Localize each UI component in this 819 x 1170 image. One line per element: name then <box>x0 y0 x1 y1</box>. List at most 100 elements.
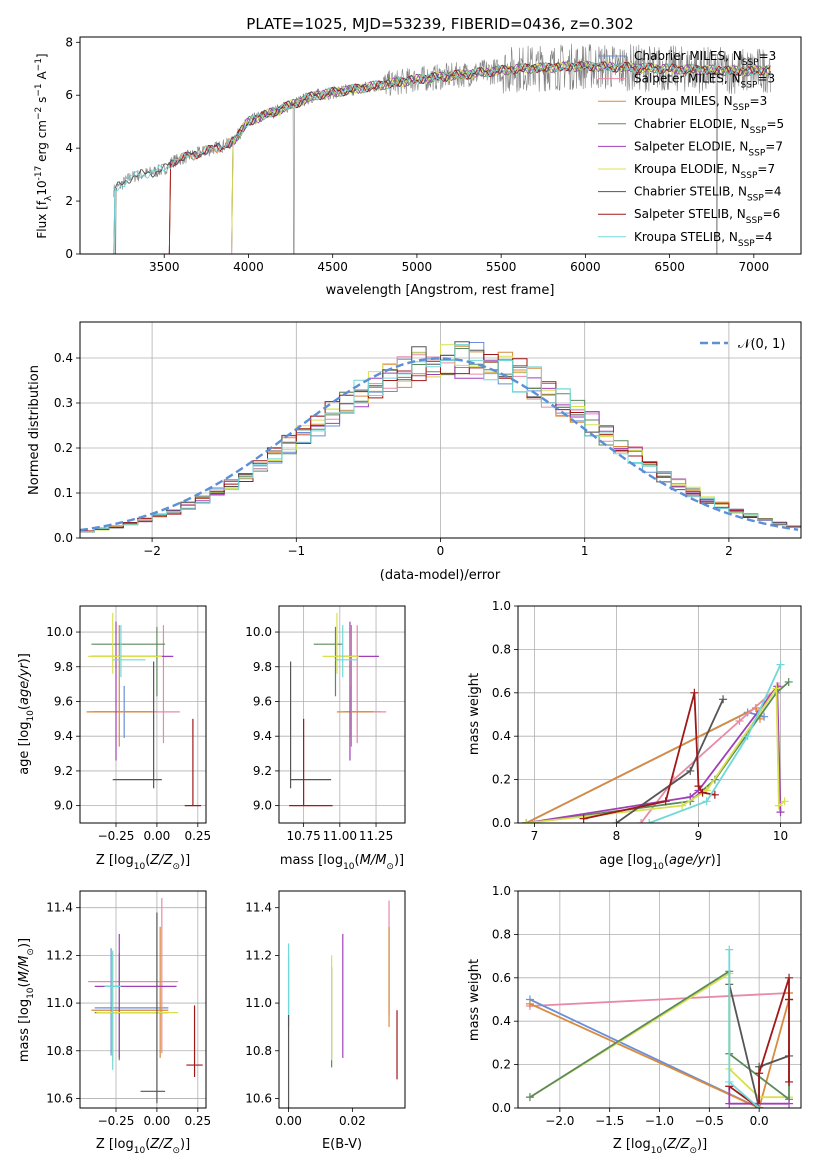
y-tick-label: 11.4 <box>46 901 73 915</box>
series-point-kroupa_stelib <box>755 1104 764 1108</box>
x-tick-label: 1 <box>581 544 589 558</box>
x-tick-label: 4500 <box>317 260 348 274</box>
series-point-salpeter_miles <box>735 717 744 726</box>
series-point-salpeter_stelib <box>579 814 588 823</box>
series-point-salpeter_stelib <box>710 790 719 799</box>
legend-label: Chabrier MILES, NSSP=3 <box>634 49 776 68</box>
legend-label: Chabrier ELODIE, NSSP=5 <box>634 117 784 136</box>
x-tick-label: 11.25 <box>359 829 393 843</box>
x-tick-label: −2 <box>143 544 161 558</box>
series-point-kroupa_stelib <box>743 732 752 741</box>
y-tick-label: 9.8 <box>54 660 73 674</box>
axes-mass_vs_Z: −0.25 0.00 0.25 10.6 10.8 11.0 11.2 11.4 Z [log1… <box>17 890 211 1156</box>
x-tick-label: 0.00 <box>144 829 171 843</box>
x-tick-label: 0.00 <box>144 1114 171 1128</box>
series-point-salpeter_stelib <box>785 1077 794 1086</box>
y-tick-label: 0.4 <box>54 351 73 365</box>
y-tick-label: 9.0 <box>54 799 73 813</box>
series-line-salpeter_elodie <box>526 683 782 823</box>
y-tick-label: 0.8 <box>492 642 511 656</box>
series-point-kroupa_stelib <box>645 819 654 823</box>
x-tick-label: 7 <box>531 829 539 843</box>
x-tick-label: 0.25 <box>184 829 211 843</box>
legend-label: 𝒩(0, 1) <box>738 337 785 352</box>
y-tick-label: 0.1 <box>54 486 73 500</box>
x-tick-label: 5000 <box>402 260 433 274</box>
y-axis-label: mass [log10(M/M⊙)] <box>17 938 36 1062</box>
series-point-salpeter_elodie <box>725 1099 734 1108</box>
axes-residuals: −2 −1 0 1 2 0.0 0.1 0.2 0.3 0.4 (data-model)/error… <box>27 321 802 583</box>
series-point-chabrier_stelib <box>719 695 728 704</box>
x-tick-label: 0.02 <box>339 1114 366 1128</box>
plot-area <box>113 43 772 254</box>
x-tick-label: 10.75 <box>286 829 320 843</box>
axes-age_vs_mass: 10.75 11.00 11.25 9.0 9.2 9.4 9.6 9.8 10.0 mass [… <box>245 605 406 872</box>
series-point-salpeter_stelib <box>698 788 707 797</box>
y-tick-label: 11.4 <box>245 901 272 915</box>
x-tick-label: 9 <box>695 829 703 843</box>
y-tick-label: 10.6 <box>245 1091 272 1105</box>
spectrum-model-kroupa_stelib <box>113 61 771 254</box>
series-point-salpeter_stelib <box>755 1069 764 1078</box>
x-axis-label: Z [log10(Z/Z⊙)] <box>96 1137 190 1156</box>
x-tick-label: 5500 <box>486 260 517 274</box>
x-tick-label: 11.00 <box>323 829 357 843</box>
x-tick-label: −1.0 <box>645 1114 674 1128</box>
axes-frame <box>79 36 802 255</box>
y-tick-label: 10.6 <box>46 1091 73 1105</box>
axes-frame <box>517 605 802 824</box>
axes-frame <box>278 890 406 1109</box>
axes-spectrum: 3500 4000 4500 5000 5500 6000 6500 7000 0 2 4 6 8 wav… <box>34 35 802 298</box>
series-line-salpeter_elodie <box>728 1086 789 1105</box>
histogram-kroupa_stelib <box>80 344 801 533</box>
spectrum-model-chabrier_miles <box>168 61 771 254</box>
y-tick-label: 0.6 <box>492 971 511 985</box>
series-point-salpeter_elodie <box>785 1099 794 1108</box>
plot-area <box>289 612 387 807</box>
series-point-kroupa_elodie <box>522 819 531 823</box>
y-tick-label: 9.6 <box>253 694 272 708</box>
series-point-chabrier_elodie <box>525 1093 534 1102</box>
series-point-kroupa_stelib <box>725 945 734 954</box>
series-point-chabrier_stelib <box>612 819 621 823</box>
y-tick-label: 11.0 <box>245 996 272 1010</box>
series-point-kroupa_elodie <box>678 801 687 810</box>
plot-area <box>86 612 202 807</box>
y-tick-label: 11.0 <box>46 996 73 1010</box>
series-point-salpeter_elodie <box>776 808 785 817</box>
axes-weight_vs_Z: −2.0 −1.5 −1.0 −0.5 0.0 0.0 0.2 0.4 0.6 0.8 1.0 Z [… <box>467 884 802 1156</box>
spectrum-model-salpeter_stelib <box>168 61 771 254</box>
series-point-kroupa_stelib <box>776 660 785 669</box>
y-tick-label: 9.2 <box>253 764 272 778</box>
series-line-salpeter_miles <box>529 992 790 1007</box>
y-tick-label: 4 <box>65 141 73 155</box>
spectrum-model-salpeter_miles <box>168 61 771 254</box>
series-line-kroupa_stelib <box>648 664 782 823</box>
legend-label: Salpeter STELIB, NSSP=6 <box>634 207 780 226</box>
gaussian-curve <box>80 357 799 532</box>
spectrum-model-salpeter_elodie <box>231 60 772 254</box>
x-tick-label: 3500 <box>149 260 180 274</box>
y-tick-label: 9.4 <box>54 729 73 743</box>
axes-frame <box>79 890 207 1109</box>
axes-age_vs_Z: −0.25 0.00 0.25 9.0 9.2 9.4 9.6 9.8 10.0 Z [log10… <box>17 605 211 872</box>
series-line-kroupa_elodie <box>526 685 786 823</box>
y-axis-label: Normed distribution <box>27 365 42 495</box>
axes-mass_vs_ebv: 0.00 0.02 10.6 10.8 11.0 11.2 11.4 E(B-V) <box>245 890 406 1152</box>
y-tick-label: 0.8 <box>492 927 511 941</box>
x-axis-label: Z [log10(Z/Z⊙)] <box>96 853 190 872</box>
series-point-chabrier_miles <box>760 712 769 721</box>
y-tick-label: 0.2 <box>492 773 511 787</box>
axes-frame <box>79 605 207 824</box>
x-tick-label: 0.0 <box>750 1114 769 1128</box>
y-tick-label: 10.8 <box>245 1044 272 1058</box>
y-tick-label: 9.4 <box>253 729 272 743</box>
y-tick-label: 10.0 <box>245 625 272 639</box>
figure-title: PLATE=1025, MJD=53239, FIBERID=0436, z=0… <box>246 15 633 33</box>
y-tick-label: 11.2 <box>245 948 272 962</box>
y-tick-label: 0.2 <box>54 441 73 455</box>
x-axis-label: Z [log10(Z/Z⊙)] <box>613 1137 707 1156</box>
series-point-kroupa_elodie <box>772 684 781 693</box>
y-tick-label: 0.4 <box>492 729 511 743</box>
